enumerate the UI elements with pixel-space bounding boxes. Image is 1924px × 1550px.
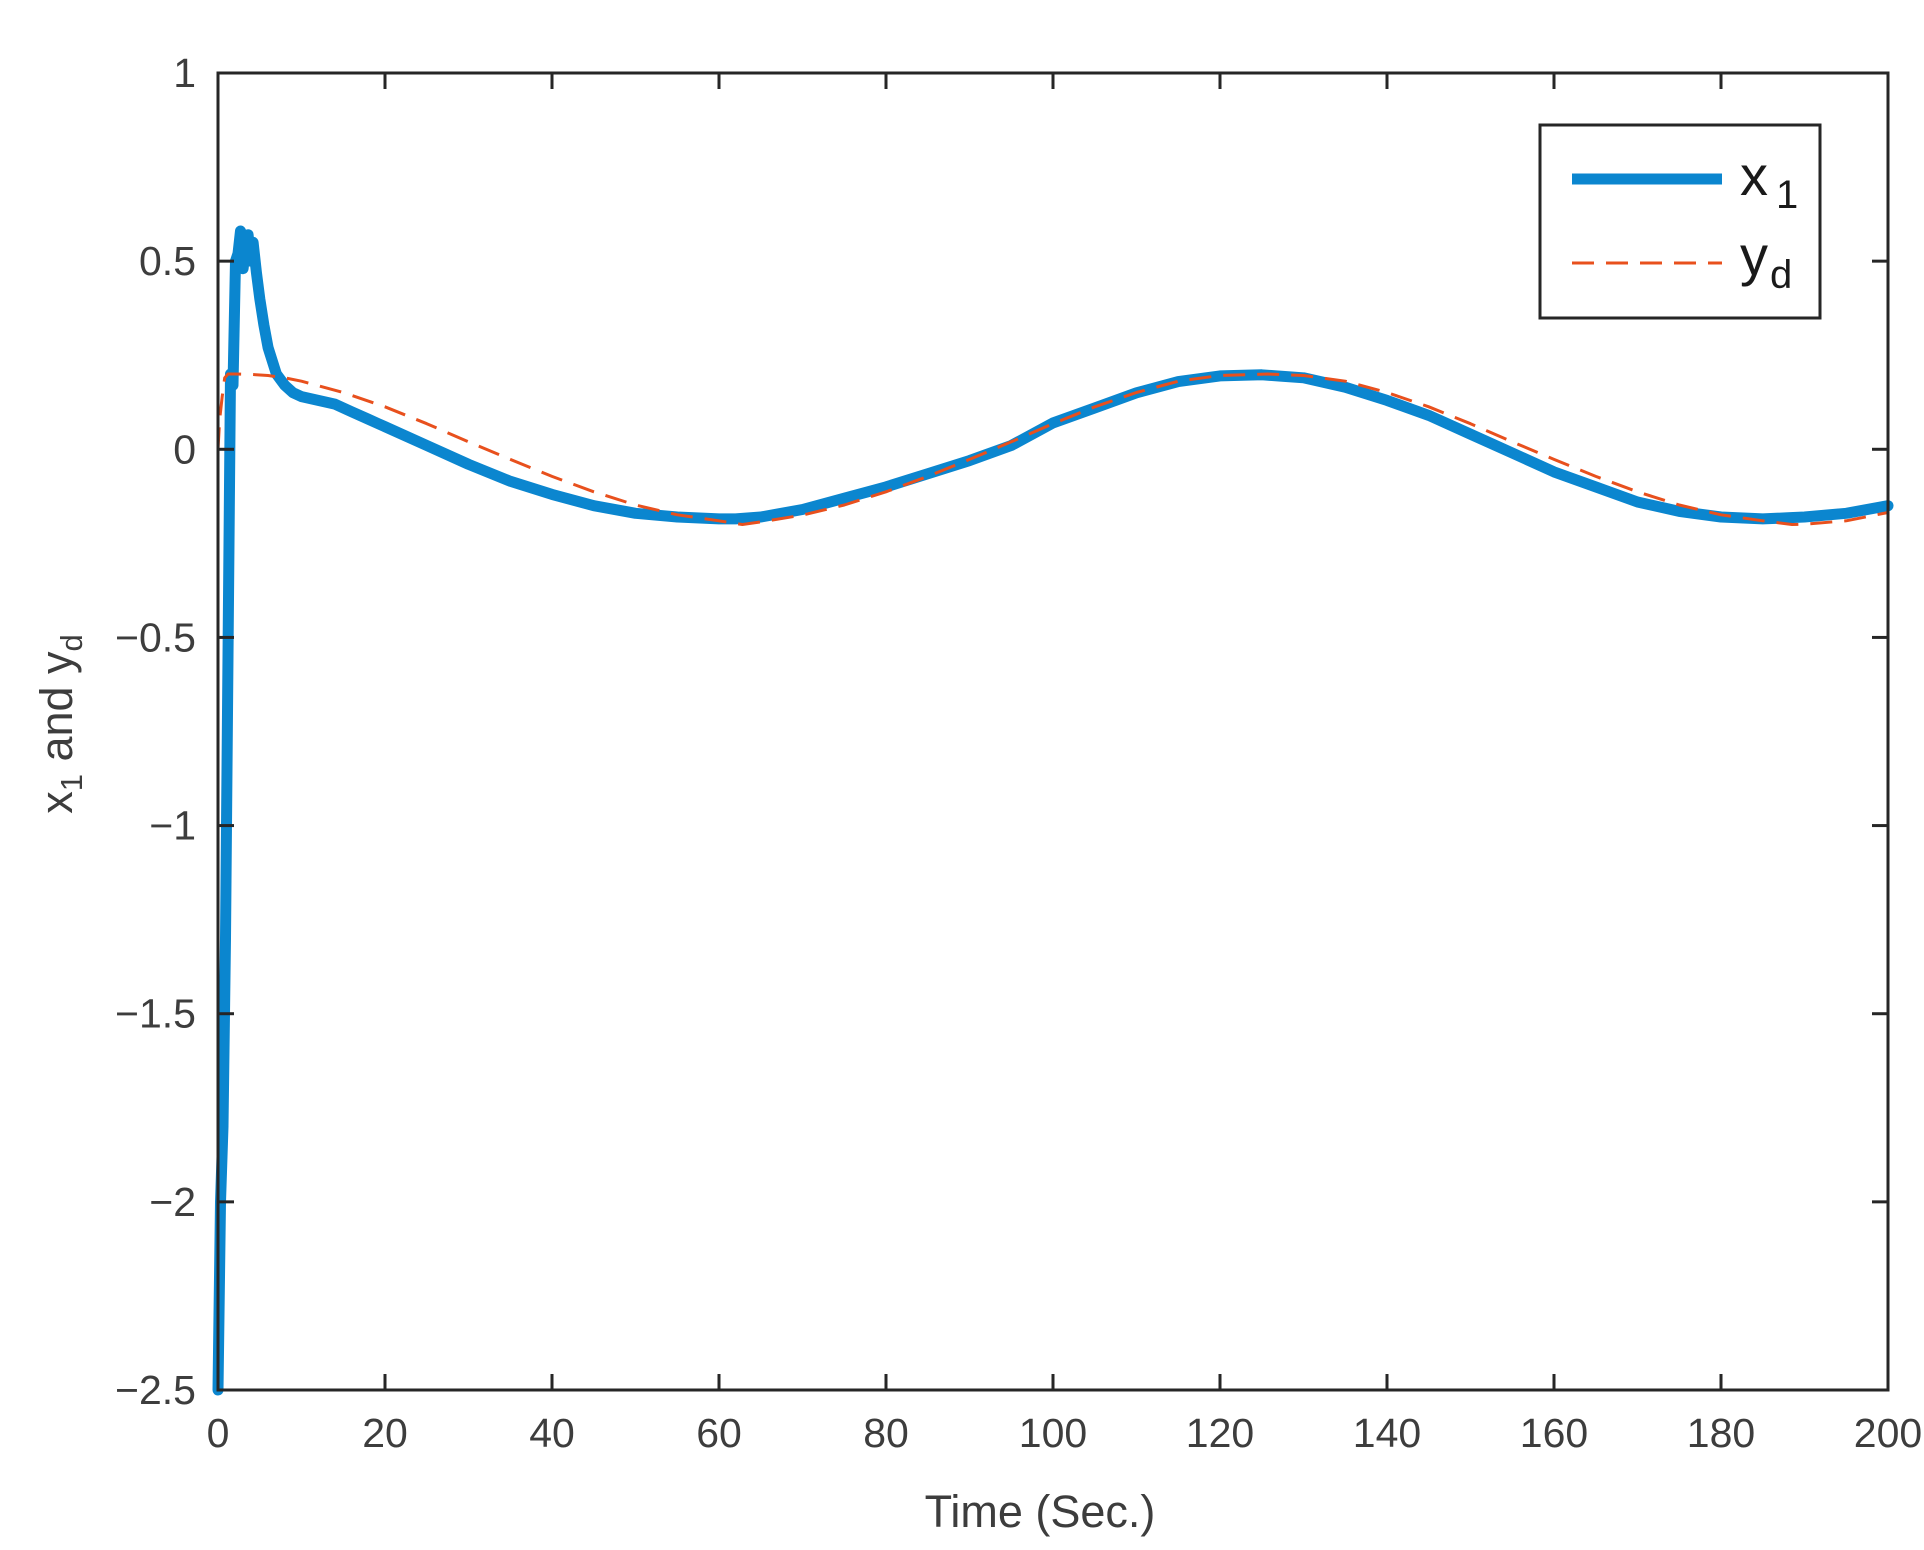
y-tick-label: 0.5 — [139, 238, 196, 284]
x-tick-label: 80 — [863, 1410, 909, 1456]
y-axis-label-part: x — [31, 791, 82, 814]
y-tick-label: −2 — [149, 1179, 196, 1225]
x-tick-label: 120 — [1186, 1410, 1254, 1456]
x-axis-ticks: 0 20 40 60 80 100 120 140 160 180 200 — [207, 73, 1922, 1456]
x-tick-label: 180 — [1687, 1410, 1755, 1456]
x-tick-label: 40 — [529, 1410, 575, 1456]
x-tick-label: 200 — [1854, 1410, 1922, 1456]
x-tick-label: 0 — [207, 1410, 230, 1456]
legend-box — [1538, 123, 1822, 320]
y-tick-label: −0.5 — [115, 614, 196, 660]
y-axis-ticks: −2.5 −2 −1.5 −1 −0.5 0 0.5 1 — [115, 50, 1888, 1413]
y-tick-label: −2.5 — [115, 1367, 196, 1413]
y-tick-label: −1.5 — [115, 991, 196, 1037]
x-tick-label: 60 — [696, 1410, 742, 1456]
legend-label-x1-subscript: 1 — [1776, 173, 1798, 217]
y-axis-label-part: and y — [31, 651, 82, 774]
legend-label-yd: yd — [1740, 224, 1792, 297]
x-tick-label: 140 — [1353, 1410, 1421, 1456]
series-line-x1 — [212, 225, 1894, 1396]
x-axis-label: Time (Sec.) — [925, 1486, 1156, 1537]
y-tick-label: 0 — [173, 426, 196, 472]
series-line-yd — [216, 372, 1889, 526]
y-axis-label: x1 and yd — [31, 634, 89, 814]
x-tick-label: 100 — [1019, 1410, 1087, 1456]
y-axis-label-subscript: 1 — [54, 774, 89, 791]
y-tick-label: −1 — [149, 803, 196, 849]
x-tick-label: 160 — [1520, 1410, 1588, 1456]
y-tick-label: 1 — [173, 50, 196, 96]
legend-label-yd-main: y — [1740, 224, 1768, 287]
y-axis-label-subscript: d — [54, 634, 89, 651]
x-tick-label: 20 — [362, 1410, 408, 1456]
legend-label-x1-main: x — [1740, 144, 1768, 207]
legend-label-yd-subscript: d — [1770, 253, 1792, 297]
